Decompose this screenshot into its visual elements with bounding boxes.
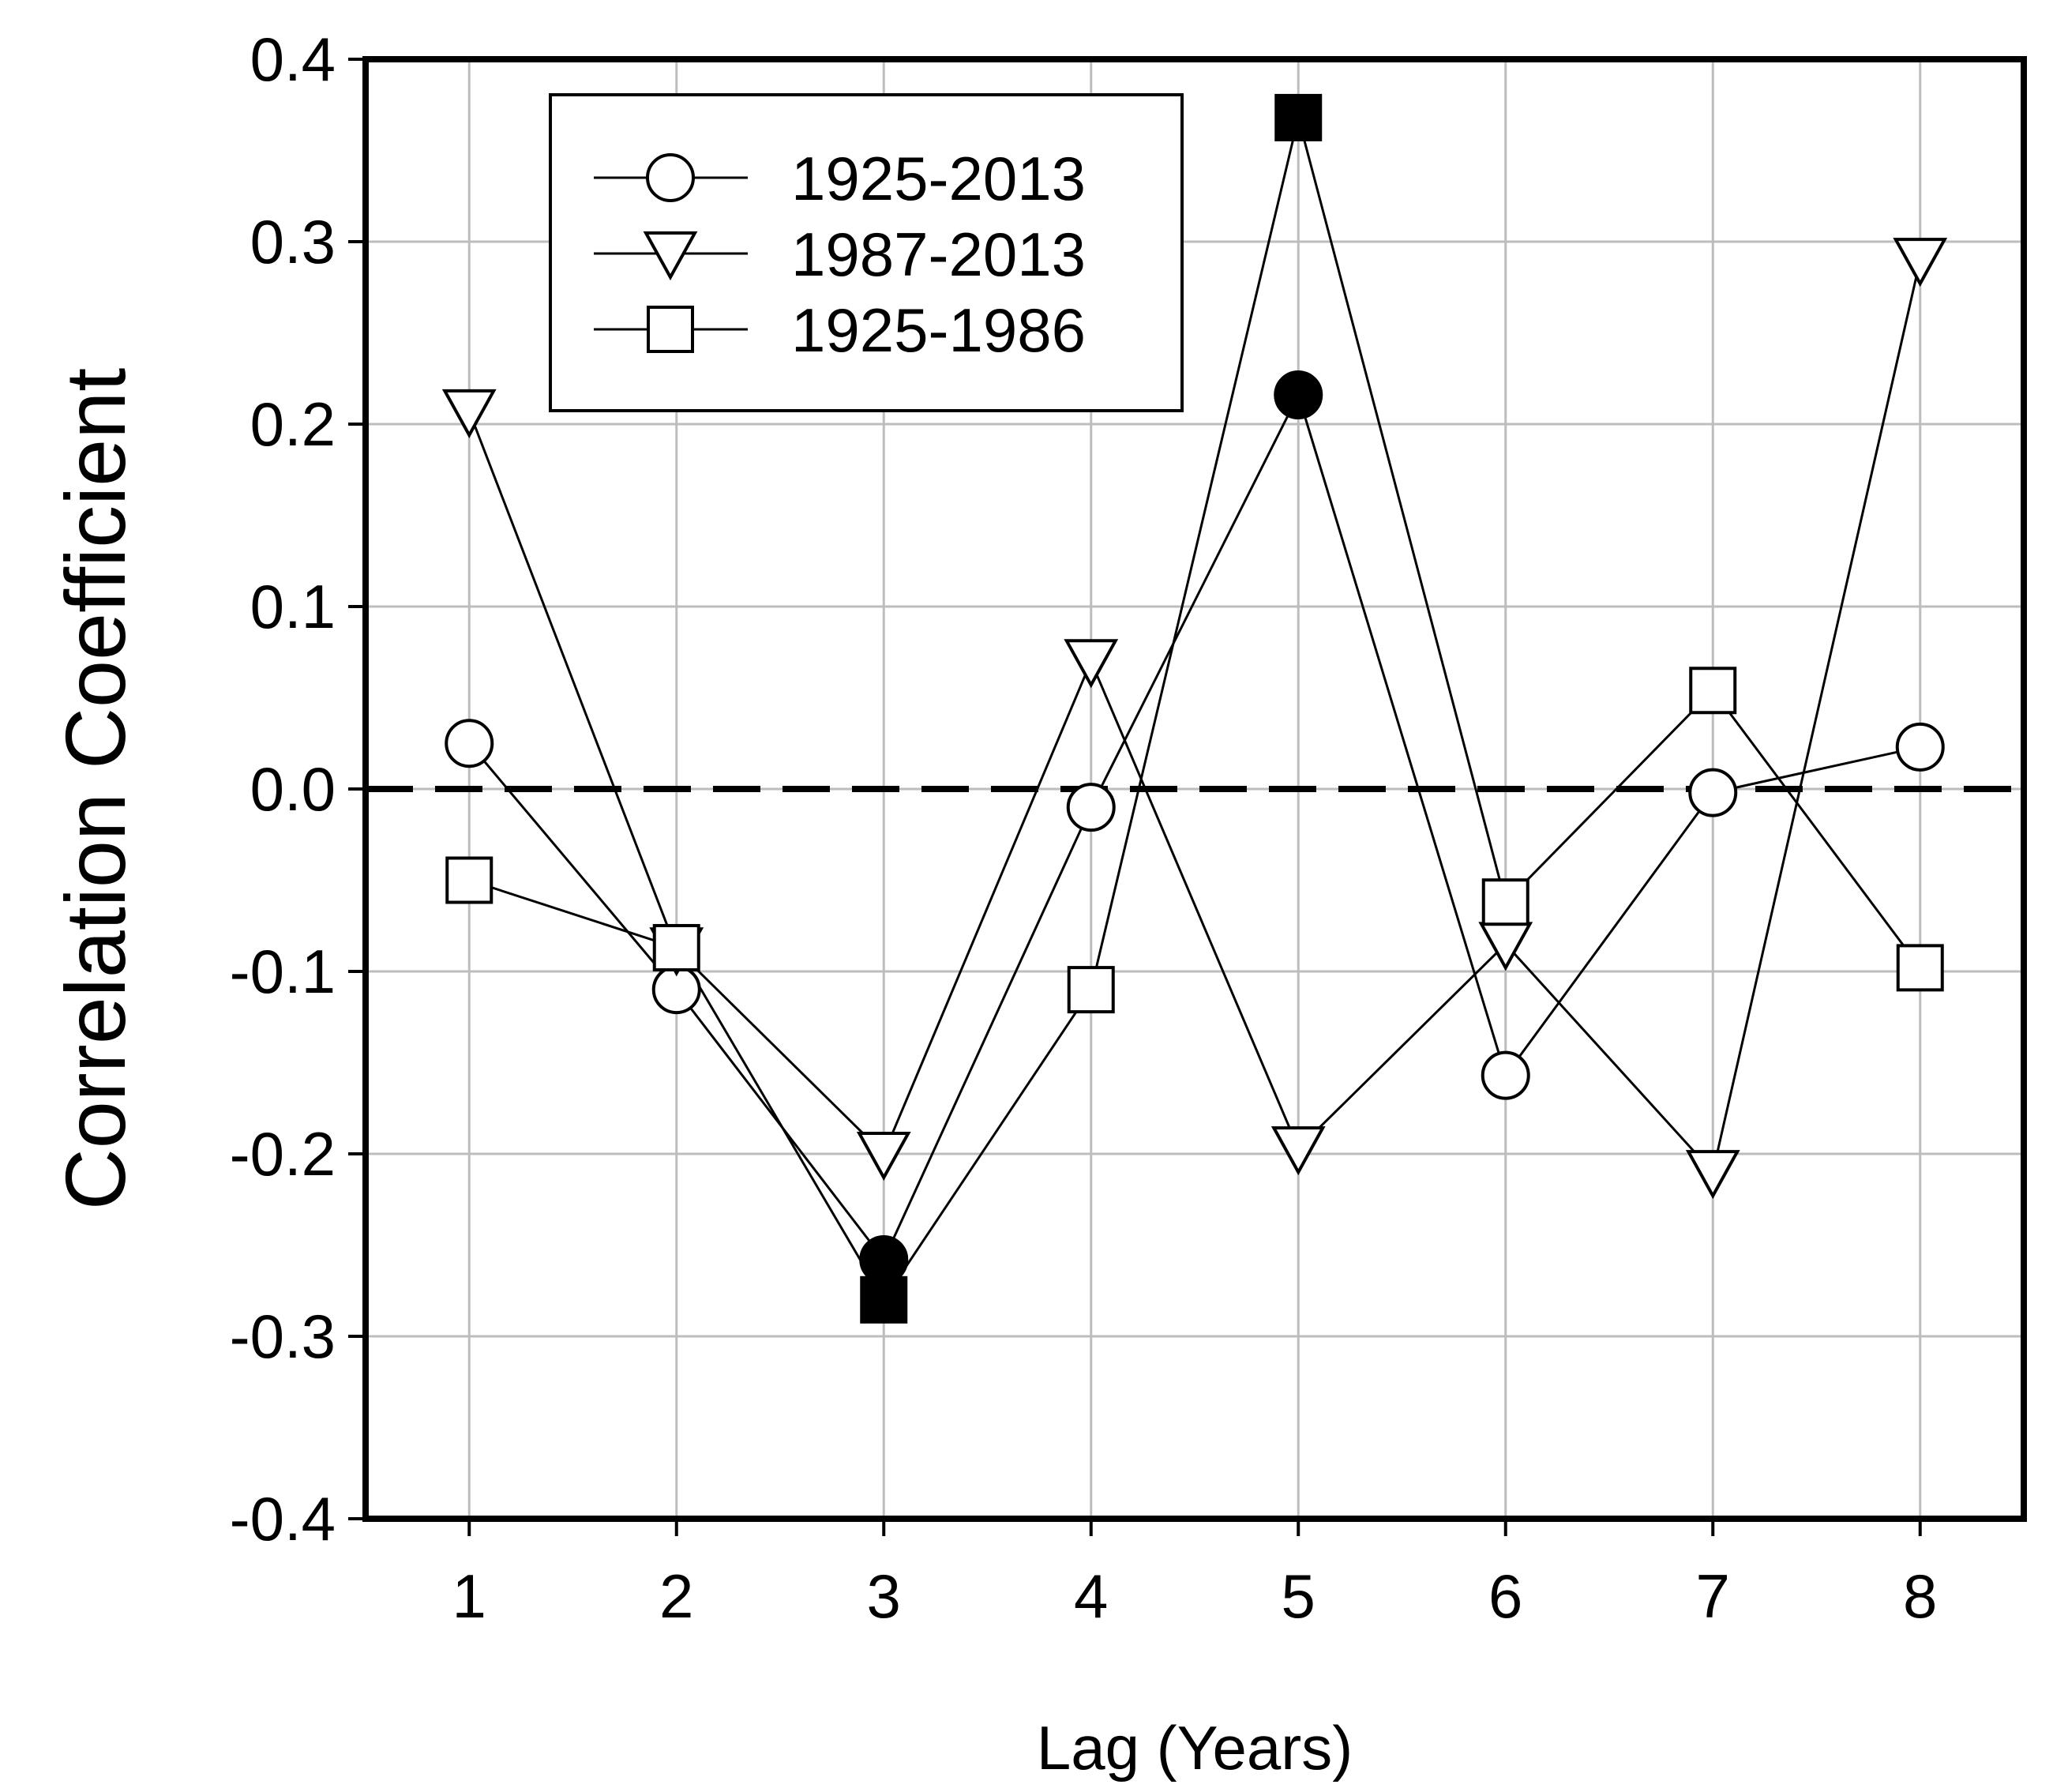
marker-1987-2013-lag-8: [1893, 238, 1948, 287]
axes: [348, 56, 2027, 1536]
x-tick-label-5: 5: [1282, 1561, 1315, 1631]
y-tick-label-0.3: 0.3: [250, 207, 336, 276]
legend-label-1925-2013: 1925-2013: [791, 144, 1086, 213]
x-tick-label-6: 6: [1488, 1561, 1522, 1631]
y-tick-label-0.2: 0.2: [250, 389, 336, 459]
y-tick-label--0.2: -0.2: [230, 1119, 336, 1189]
marker-1987-2013-lag-4: [1064, 639, 1119, 689]
x-tick-label-4: 4: [1074, 1561, 1108, 1631]
marker-1925-2013-lag-7: [1688, 768, 1738, 817]
marker-1925-2013-lag-5: [1274, 370, 1323, 420]
legend-marker-1925-1986: [647, 306, 694, 353]
marker-1925-1986-lag-7: [1689, 667, 1737, 715]
series-markers: [441, 93, 1948, 1324]
marker-1925-2013-lag-1: [445, 719, 494, 768]
y-tick-label-0.0: 0.0: [250, 754, 336, 824]
marker-1925-1986-lag-1: [445, 856, 494, 904]
series-line-1925-2013: [468, 392, 1921, 1262]
marker-1925-2013-lag-3: [859, 1234, 909, 1284]
y-tick-label--0.4: -0.4: [230, 1484, 336, 1553]
legend-marker-1987-2013: [643, 231, 698, 281]
y-axis-title: Correlation Coefficient: [47, 368, 143, 1211]
marker-1987-2013-lag-3: [856, 1132, 911, 1182]
tick-labels: 1 2 3 4 5 6 7 8 -0.4 -0.3 -0.2 -0.1 0.0 0.1 0.2 0.3 0.4: [230, 24, 1938, 1631]
marker-1987-2013-lag-5: [1270, 1126, 1326, 1176]
marker-1987-2013-lag-7: [1685, 1150, 1740, 1200]
x-tick-label-1: 1: [452, 1561, 486, 1631]
y-tick-label--0.1: -0.1: [230, 937, 336, 1006]
marker-1925-1986-lag-5: [1274, 93, 1323, 141]
marker-1925-1986-lag-8: [1896, 944, 1944, 992]
marker-1925-1986-lag-2: [652, 923, 700, 971]
marker-1925-1986-lag-3: [860, 1275, 908, 1324]
marker-1925-2013-lag-6: [1481, 1050, 1530, 1100]
x-tick-label-7: 7: [1696, 1561, 1730, 1631]
legend-label-1987-2013: 1987-2013: [791, 220, 1086, 289]
series-lines: [467, 117, 1922, 1302]
x-axis-title: Lag (Years): [1037, 1713, 1353, 1783]
legend-marker-1925-2013: [646, 153, 695, 202]
series-line-1987-2013: [467, 259, 1922, 1175]
marker-1925-2013-lag-8: [1895, 722, 1945, 772]
x-tick-label-8: 8: [1903, 1561, 1937, 1631]
y-tick-label--0.3: -0.3: [230, 1302, 336, 1371]
legend-label-1925-1986: 1925-1986: [791, 295, 1086, 365]
marker-1925-1986-lag-6: [1481, 878, 1529, 926]
marker-1925-2013-lag-4: [1066, 783, 1116, 832]
series-line-1925-1986: [468, 117, 1921, 1302]
x-tick-label-2: 2: [659, 1561, 693, 1631]
x-tick-label-3: 3: [867, 1561, 901, 1631]
y-tick-label-0.4: 0.4: [250, 24, 336, 94]
marker-1925-1986-lag-4: [1067, 966, 1115, 1014]
marker-1987-2013-lag-1: [441, 389, 497, 438]
y-tick-label-0.1: 0.1: [250, 572, 336, 641]
